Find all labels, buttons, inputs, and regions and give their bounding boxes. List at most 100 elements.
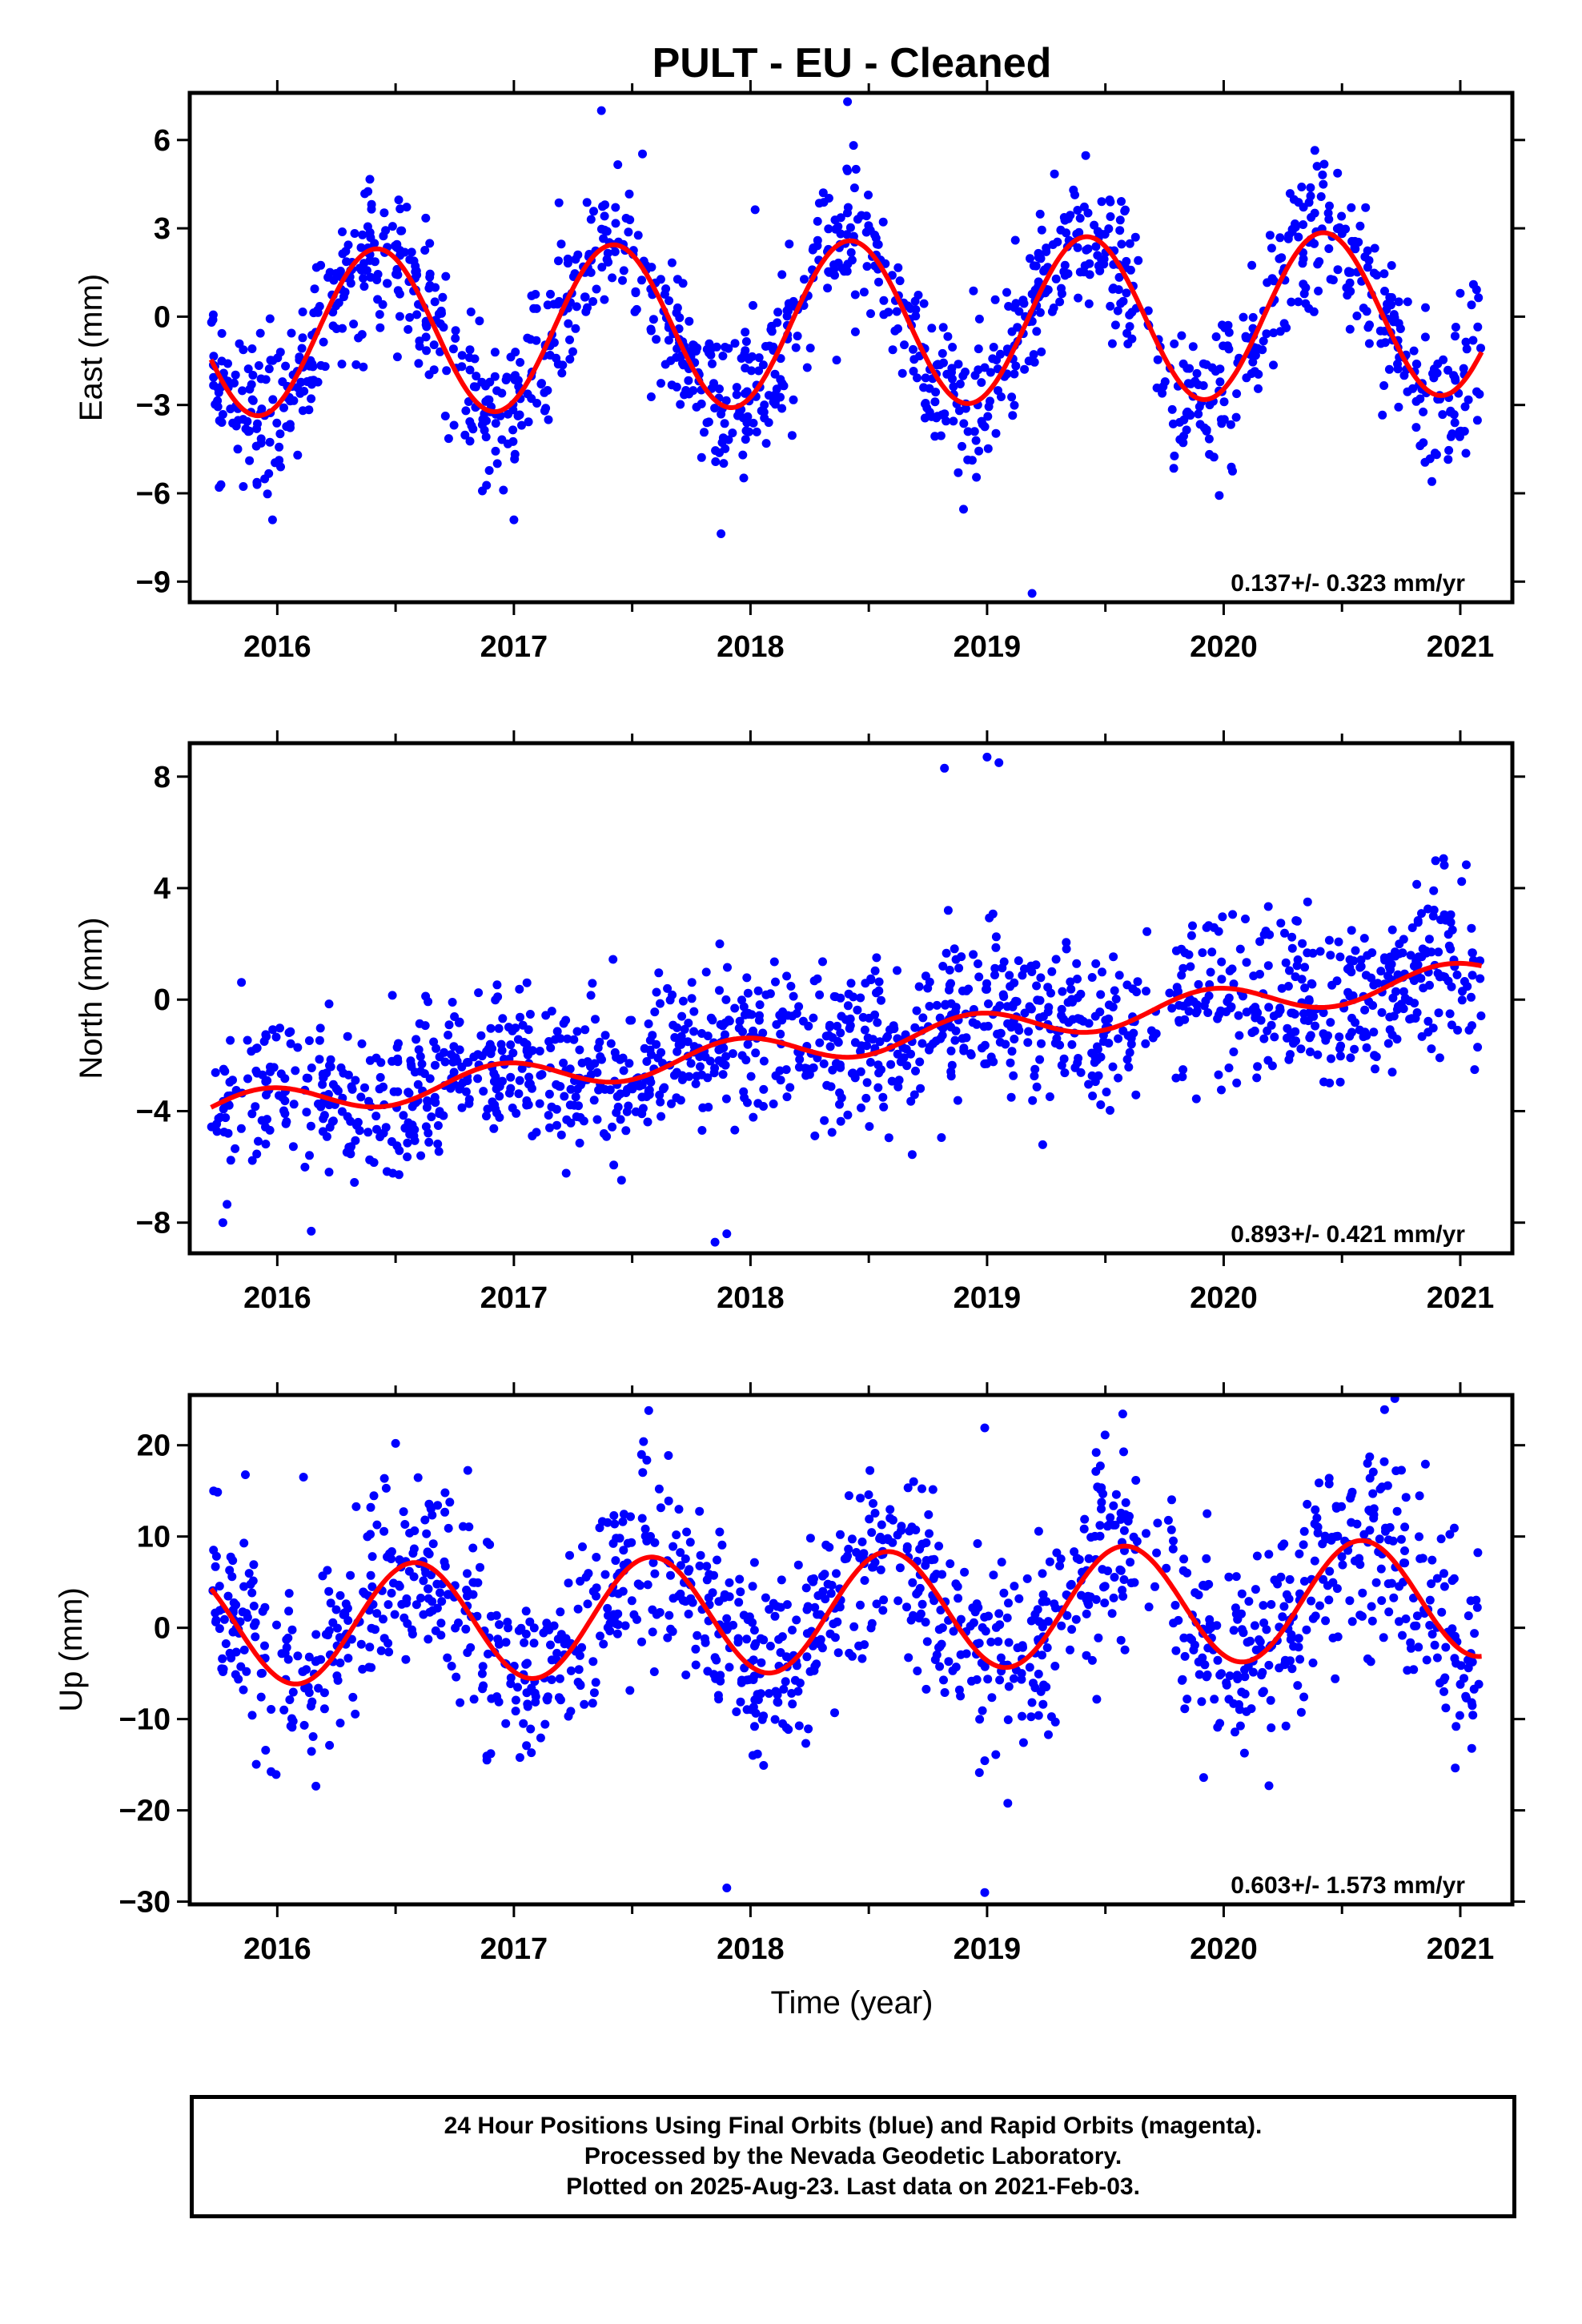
data-point	[627, 1538, 636, 1547]
data-point	[1125, 310, 1134, 320]
data-point	[293, 450, 303, 460]
data-point	[367, 1582, 377, 1591]
data-point	[539, 1628, 548, 1638]
data-point	[1383, 1481, 1392, 1490]
data-point	[1299, 1540, 1308, 1550]
data-point	[526, 335, 536, 344]
data-point	[792, 1661, 801, 1671]
data-point	[335, 1659, 345, 1667]
data-point	[1126, 1039, 1136, 1049]
data-point	[895, 1563, 905, 1573]
data-point	[1235, 1031, 1244, 1040]
data-point	[975, 1715, 985, 1724]
data-point	[909, 1090, 919, 1100]
data-point	[405, 1129, 415, 1139]
data-point	[1379, 1457, 1389, 1466]
data-point	[1310, 208, 1319, 218]
data-point	[319, 1114, 328, 1124]
data-point	[1299, 1692, 1309, 1702]
data-point	[1335, 1051, 1345, 1061]
data-point	[1199, 1580, 1208, 1590]
data-point	[495, 1092, 504, 1101]
data-point	[1347, 1487, 1357, 1497]
data-point	[994, 386, 1002, 396]
data-point	[1030, 1610, 1040, 1619]
data-point	[231, 1144, 240, 1153]
data-point	[1280, 928, 1289, 938]
data-point	[492, 1610, 501, 1620]
data-point	[866, 309, 875, 319]
data-point	[338, 227, 347, 236]
data-point	[1303, 1016, 1313, 1026]
data-point	[1059, 213, 1069, 222]
data-point	[722, 1621, 732, 1630]
data-point	[788, 1626, 797, 1634]
data-point	[1335, 1032, 1344, 1042]
data-point	[1331, 1503, 1341, 1513]
data-point	[1331, 1674, 1340, 1683]
data-point	[1286, 1030, 1295, 1039]
data-point	[313, 308, 323, 317]
data-point	[239, 1538, 249, 1548]
data-point	[1362, 307, 1371, 316]
data-point	[1289, 1039, 1298, 1048]
data-point	[1413, 918, 1423, 927]
data-point	[1037, 1618, 1046, 1628]
data-point	[682, 1527, 692, 1537]
data-point	[454, 1018, 464, 1027]
data-point	[1177, 971, 1186, 980]
data-point	[888, 345, 897, 355]
data-point	[678, 996, 688, 1006]
data-point	[672, 382, 681, 392]
data-point	[1126, 1558, 1135, 1567]
data-point	[777, 404, 787, 413]
data-point	[1398, 1630, 1407, 1640]
data-point	[1416, 974, 1426, 983]
data-point	[648, 1558, 658, 1567]
data-point	[536, 1071, 545, 1080]
data-point	[1452, 970, 1462, 979]
data-point	[461, 1087, 471, 1096]
data-point	[327, 1117, 337, 1127]
data-point	[1018, 1738, 1028, 1747]
data-point	[765, 341, 774, 351]
data-point	[1204, 434, 1214, 444]
data-point	[1097, 197, 1106, 207]
data-point	[1037, 225, 1046, 235]
data-point	[600, 211, 609, 221]
data-point	[1075, 214, 1085, 223]
data-point	[547, 1102, 556, 1112]
data-point	[440, 1057, 450, 1067]
data-point	[400, 1520, 410, 1529]
data-point	[1360, 1005, 1370, 1015]
data-point	[865, 1466, 875, 1475]
data-point	[392, 352, 402, 362]
data-point	[1293, 955, 1303, 964]
data-point	[1299, 1526, 1309, 1536]
data-point	[464, 1095, 474, 1104]
data-point	[1177, 331, 1186, 340]
data-point	[1428, 911, 1438, 921]
data-point	[419, 1576, 428, 1586]
data-point	[1119, 1575, 1129, 1584]
data-point	[404, 1566, 414, 1576]
data-point	[387, 1588, 396, 1598]
data-point	[1275, 233, 1285, 243]
data-point	[252, 1149, 262, 1159]
data-point	[1375, 1484, 1385, 1494]
data-point	[1042, 1643, 1052, 1652]
data-point	[714, 1055, 724, 1065]
data-point	[1178, 1065, 1188, 1075]
data-point	[636, 1581, 644, 1590]
data-point	[1225, 1671, 1235, 1681]
data-point	[275, 1023, 284, 1033]
data-point	[318, 1127, 327, 1136]
data-point	[315, 1055, 324, 1064]
data-point	[770, 1715, 780, 1724]
data-point	[613, 160, 623, 170]
data-point	[1207, 947, 1217, 957]
x-tick-label: 2018	[717, 630, 785, 664]
data-point	[733, 1638, 743, 1647]
data-point	[1267, 243, 1276, 253]
data-point	[849, 183, 859, 193]
